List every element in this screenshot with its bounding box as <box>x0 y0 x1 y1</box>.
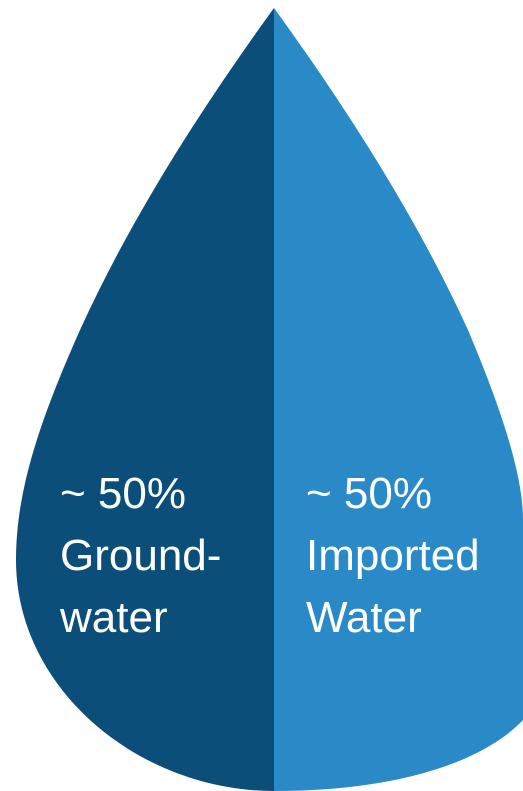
imported-water-percent: ~ 50% <box>306 469 432 518</box>
imported-water-text-line1: Imported <box>306 531 480 580</box>
groundwater-text-line1: Ground- <box>60 531 222 580</box>
groundwater-half <box>16 8 274 791</box>
groundwater-text-line2: water <box>60 593 168 642</box>
imported-water-label: ~ 50% Imported Water <box>306 463 480 649</box>
imported-water-half <box>274 8 523 791</box>
groundwater-label: ~ 50% Ground- water <box>60 463 221 649</box>
groundwater-percent: ~ 50% <box>60 469 186 518</box>
imported-water-text-line2: Water <box>306 593 422 642</box>
